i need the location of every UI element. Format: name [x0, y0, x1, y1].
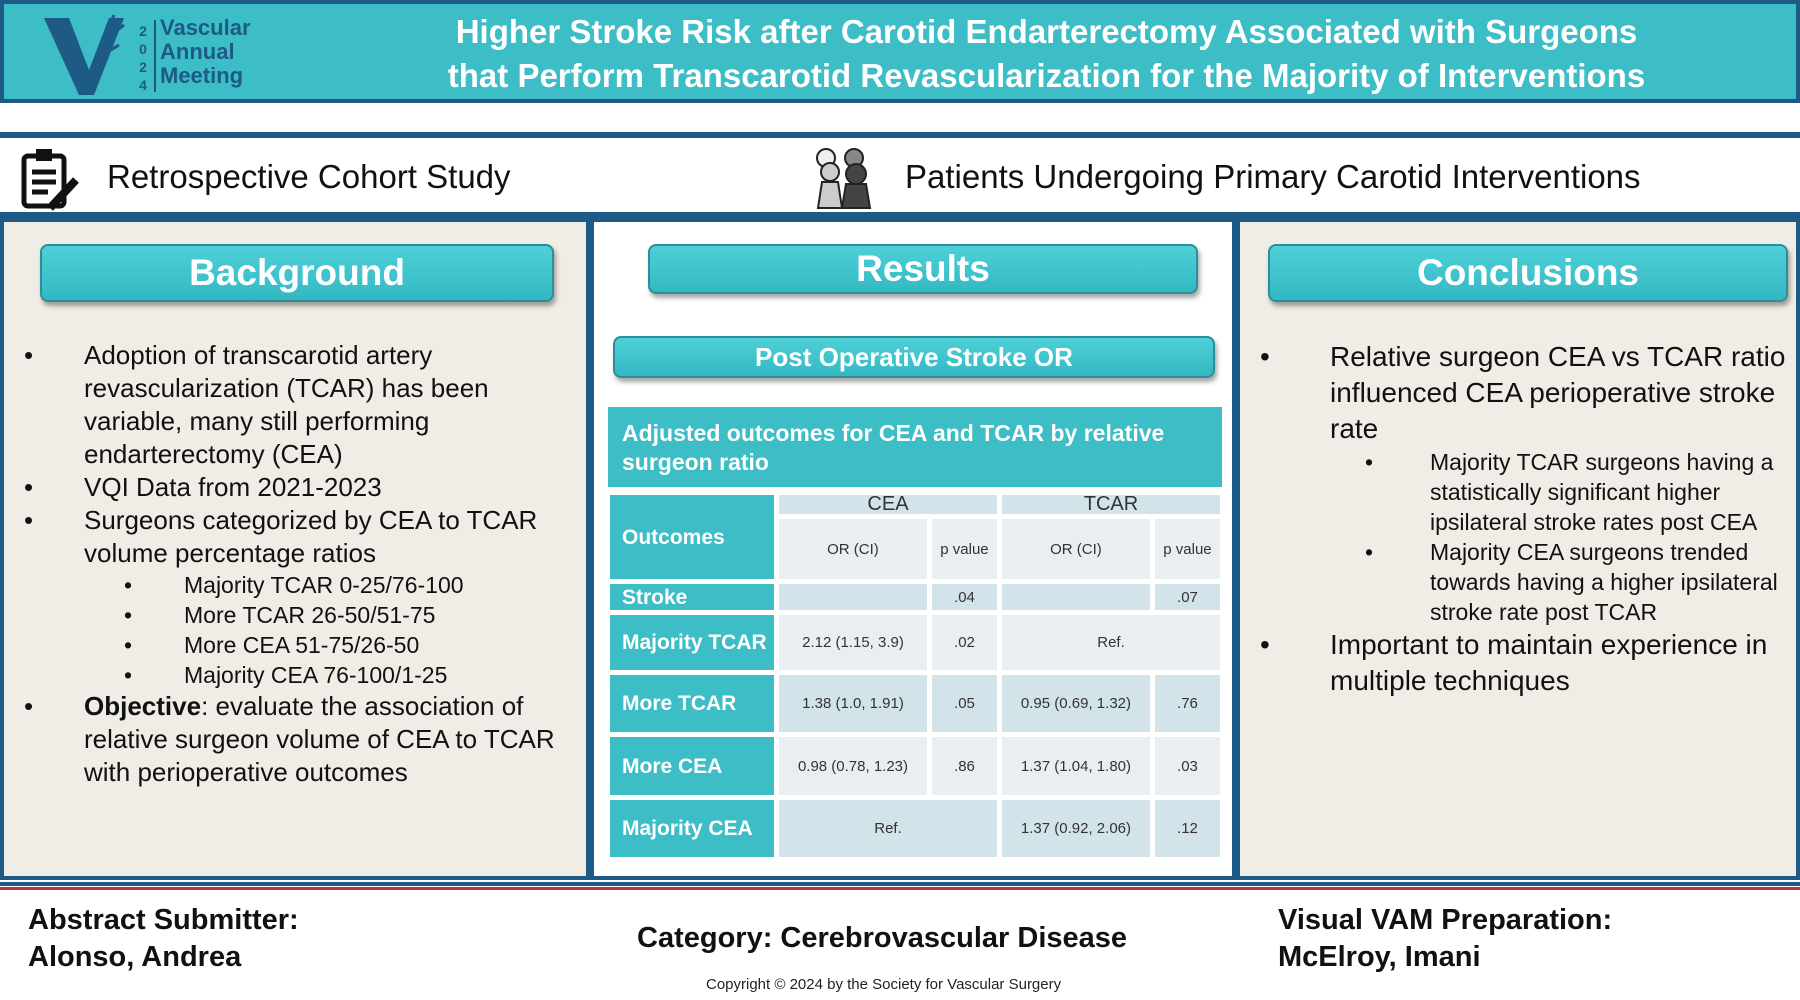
logo-word: Annual	[160, 39, 235, 64]
clipboard-icon	[21, 149, 79, 211]
objective-text: : evaluate the association of relative s…	[84, 691, 555, 787]
prep-name: McElroy, Imani	[1278, 941, 1481, 973]
cell: .07	[1154, 584, 1220, 610]
study-design: Retrospective Cohort Study	[107, 158, 511, 195]
conclusions-panel: Conclusions Relative surgeon CEA vs TCAR…	[1236, 218, 1800, 880]
results-subheading: Post Operative Stroke OR	[613, 336, 1215, 378]
cell: .03	[1154, 737, 1220, 795]
table-row: More TCAR 1.38 (1.0, 1.91) .05 0.95 (0.69, …	[610, 675, 1220, 732]
table-row: Majority CEA Ref. 1.37 (0.92, 2.06) .12	[610, 800, 1220, 857]
row-label: Majority TCAR	[610, 615, 774, 670]
row-label: More CEA	[610, 737, 774, 795]
cell	[779, 584, 927, 610]
sub-bullet: Majority TCAR 0-25/76-100	[4, 570, 584, 600]
bullet: Important to maintain experience in mult…	[1240, 627, 1790, 699]
submitter-label: Abstract Submitter:	[28, 904, 299, 936]
group-header: TCAR	[1001, 494, 1220, 514]
cell: .12	[1154, 800, 1220, 857]
prep-label: Visual VAM Preparation:	[1278, 904, 1613, 936]
table-row: Majority TCAR 2.12 (1.15, 3.9) .02 Ref.	[610, 615, 1220, 670]
copyright: Copyright © 2024 by the Society for Vasc…	[706, 976, 1062, 993]
conclusions-heading: Conclusions	[1268, 244, 1788, 302]
col-header: OR (CI)	[1001, 519, 1150, 579]
study-bar: Retrospective Cohort Study Patients Unde…	[0, 132, 1800, 218]
table-row: Stroke .04 .07	[610, 584, 1220, 610]
logo-word: Meeting	[160, 63, 244, 88]
abstract-submitter: Abstract Submitter: Alonso, Andrea	[28, 902, 299, 976]
table-title: Adjusted outcomes for CEA and TCAR by re…	[608, 407, 1222, 487]
objective-label: Objective	[84, 691, 202, 721]
table-row: More CEA 0.98 (0.78, 1.23) .86 1.37 (1.04, …	[610, 737, 1220, 795]
cell: .05	[931, 675, 997, 732]
study-population: Patients Undergoing Primary Carotid Inte…	[905, 158, 1641, 195]
submitter-name: Alonso, Andrea	[28, 941, 242, 973]
col-header: p value	[1154, 519, 1220, 579]
row-label: More TCAR	[610, 675, 774, 732]
bullet: Relative surgeon CEA vs TCAR ratio influ…	[1240, 339, 1790, 447]
results-table: Outcomes CEA TCAR OR (CI) p value OR (CI) p v…	[605, 490, 1225, 862]
background-heading: Background	[40, 244, 554, 302]
sub-bullet: Majority TCAR surgeons having a statisti…	[1240, 447, 1790, 537]
cell: .76	[1154, 675, 1220, 732]
sub-bullet: Majority CEA surgeons trended towards ha…	[1240, 537, 1790, 627]
bullet: Surgeons categorized by CEA to TCAR volu…	[4, 504, 584, 570]
cell: Ref.	[1001, 615, 1220, 670]
col-header: p value	[931, 519, 997, 579]
cell: 0.98 (0.78, 1.23)	[779, 737, 927, 795]
poster-title: Higher Stroke Risk after Carotid Endarte…	[299, 10, 1794, 98]
vam-logo: 2024 Vascular Annual Meeting	[34, 10, 294, 100]
visual-prep: Visual VAM Preparation: McElroy, Imani	[1278, 902, 1612, 976]
footer-divider	[0, 882, 1800, 890]
cell: Ref.	[779, 800, 997, 857]
bullet: VQI Data from 2021-2023	[4, 471, 584, 504]
cell: .02	[931, 615, 997, 670]
sub-bullet: Majority CEA 76-100/1-25	[4, 660, 584, 690]
cell: 1.37 (1.04, 1.80)	[1001, 737, 1150, 795]
cell: 2.12 (1.15, 3.9)	[779, 615, 927, 670]
sub-bullet: More TCAR 26-50/51-75	[4, 600, 584, 630]
title-line: that Perform Transcarotid Revascularizat…	[447, 57, 1646, 94]
row-label: Majority CEA	[610, 800, 774, 857]
cell: .86	[931, 737, 997, 795]
header-banner: 2024 Vascular Annual Meeting Higher Stro…	[0, 0, 1800, 103]
objective-bullet: Objective: evaluate the association of r…	[4, 690, 584, 789]
table-header-row: Outcomes CEA TCAR	[610, 494, 1220, 579]
cell: 0.95 (0.69, 1.32)	[1001, 675, 1150, 732]
table-header-row: OR (CI) p value OR (CI) p value	[610, 519, 1220, 579]
cell: 1.38 (1.0, 1.91)	[779, 675, 927, 732]
people-group-icon	[816, 148, 872, 209]
logo-word: Vascular	[160, 15, 251, 40]
sub-bullet: More CEA 51-75/26-50	[4, 630, 584, 660]
group-header: CEA	[779, 494, 997, 514]
results-heading: Results	[648, 244, 1198, 294]
bullet: Adoption of transcarotid artery revascul…	[4, 339, 584, 471]
row-label: Stroke	[610, 584, 774, 610]
outcomes-header: Outcomes	[610, 495, 774, 579]
cell	[1001, 584, 1150, 610]
logo-year: 2024	[139, 23, 147, 93]
category: Category: Cerebrovascular Disease	[637, 922, 1128, 954]
title-line: Higher Stroke Risk after Carotid Endarte…	[455, 13, 1638, 50]
vascular-v-icon	[44, 14, 125, 95]
col-header: OR (CI)	[779, 519, 927, 579]
cell: 1.37 (0.92, 2.06)	[1001, 800, 1150, 857]
cell: .04	[931, 584, 997, 610]
background-panel: Background Adoption of transcarotid arte…	[0, 218, 590, 880]
